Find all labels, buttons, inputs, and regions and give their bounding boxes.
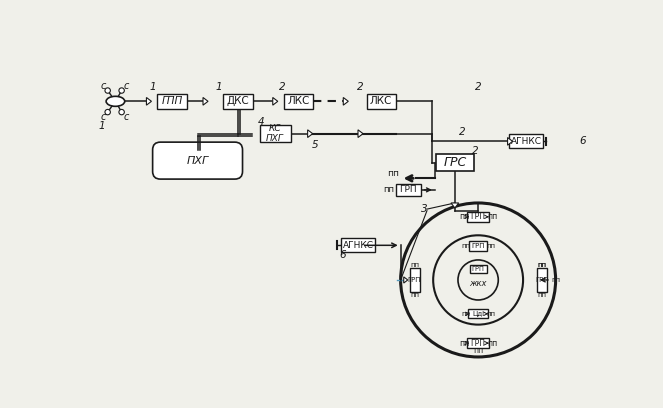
Text: ГРП: ГРП	[408, 277, 421, 283]
FancyBboxPatch shape	[341, 238, 375, 252]
FancyBboxPatch shape	[260, 125, 290, 142]
Text: ЛКС: ЛКС	[287, 96, 310, 106]
Text: ГРС: ГРС	[444, 156, 467, 169]
FancyBboxPatch shape	[467, 338, 489, 348]
Text: пп: пп	[537, 262, 546, 268]
Text: ГРП: ГРП	[471, 212, 485, 221]
Text: 5: 5	[312, 140, 319, 150]
Text: жкх: жкх	[469, 279, 487, 288]
FancyBboxPatch shape	[367, 93, 396, 109]
Polygon shape	[272, 98, 278, 105]
Text: с: с	[100, 81, 105, 91]
Text: пп: пп	[486, 243, 495, 249]
FancyBboxPatch shape	[223, 93, 253, 109]
Text: пп: пп	[459, 339, 469, 348]
Polygon shape	[404, 277, 408, 283]
Text: ПХГ: ПХГ	[186, 155, 209, 166]
Text: пп: пп	[461, 243, 470, 249]
Text: пп: пп	[459, 212, 469, 221]
Text: ГРП: ГРП	[535, 277, 548, 283]
Text: пп: пп	[410, 293, 419, 298]
Polygon shape	[508, 137, 512, 145]
Text: КС
ПХГ: КС ПХГ	[266, 124, 284, 143]
Circle shape	[400, 203, 556, 357]
Polygon shape	[451, 203, 459, 208]
Polygon shape	[147, 98, 151, 105]
Text: ГРП: ГРП	[471, 243, 485, 249]
Ellipse shape	[106, 96, 125, 106]
Text: пп: пп	[486, 311, 495, 317]
Text: пп: пп	[551, 277, 560, 283]
Polygon shape	[203, 98, 208, 105]
Text: 6: 6	[339, 251, 346, 260]
Polygon shape	[308, 130, 313, 137]
Text: 2: 2	[475, 82, 481, 93]
Text: 1: 1	[149, 82, 156, 93]
Polygon shape	[358, 130, 363, 137]
Circle shape	[105, 109, 110, 115]
Circle shape	[458, 260, 499, 300]
Text: с: с	[123, 112, 129, 122]
FancyBboxPatch shape	[410, 268, 420, 291]
Text: 2: 2	[471, 146, 478, 155]
Circle shape	[119, 109, 125, 115]
Text: ГРП: ГРП	[400, 185, 417, 194]
Text: Цдl: Цдl	[472, 311, 484, 317]
Text: с: с	[123, 81, 129, 91]
Text: пп: пп	[487, 212, 497, 221]
Text: пп: пп	[537, 262, 546, 268]
Circle shape	[119, 88, 125, 93]
Text: пп: пп	[461, 311, 470, 317]
FancyBboxPatch shape	[157, 93, 187, 109]
FancyBboxPatch shape	[469, 242, 487, 251]
FancyBboxPatch shape	[468, 309, 488, 319]
FancyBboxPatch shape	[509, 134, 543, 148]
Text: ГРП: ГРП	[471, 339, 485, 348]
FancyBboxPatch shape	[436, 155, 474, 171]
FancyBboxPatch shape	[469, 265, 487, 273]
Text: 4: 4	[258, 117, 265, 127]
Text: пп: пп	[410, 262, 419, 268]
Text: 2: 2	[278, 82, 285, 93]
Text: 3: 3	[420, 204, 427, 214]
Text: 1: 1	[215, 82, 222, 93]
FancyBboxPatch shape	[467, 212, 489, 222]
FancyBboxPatch shape	[152, 142, 243, 179]
Polygon shape	[343, 98, 348, 105]
Text: пп: пп	[383, 185, 394, 194]
Text: 2: 2	[459, 127, 466, 137]
Text: 6: 6	[579, 136, 586, 146]
Circle shape	[433, 235, 523, 325]
Text: АГНКС: АГНКС	[343, 241, 373, 250]
Text: ГПП: ГПП	[161, 96, 182, 106]
Text: АГНКС: АГНКС	[511, 137, 542, 146]
Circle shape	[105, 88, 110, 93]
Text: с: с	[100, 112, 105, 122]
Text: 1: 1	[98, 121, 105, 131]
Text: пп: пп	[487, 339, 497, 348]
Text: ЛКС: ЛКС	[370, 96, 392, 106]
Text: пп: пп	[387, 169, 399, 178]
Text: 2: 2	[357, 82, 363, 93]
FancyBboxPatch shape	[396, 184, 421, 196]
FancyBboxPatch shape	[536, 268, 547, 291]
Text: пп: пп	[473, 346, 483, 355]
Text: ГРП: ГРП	[471, 266, 485, 272]
Text: пп: пп	[537, 293, 546, 298]
Text: ДКС: ДКС	[227, 96, 249, 106]
FancyBboxPatch shape	[284, 93, 313, 109]
